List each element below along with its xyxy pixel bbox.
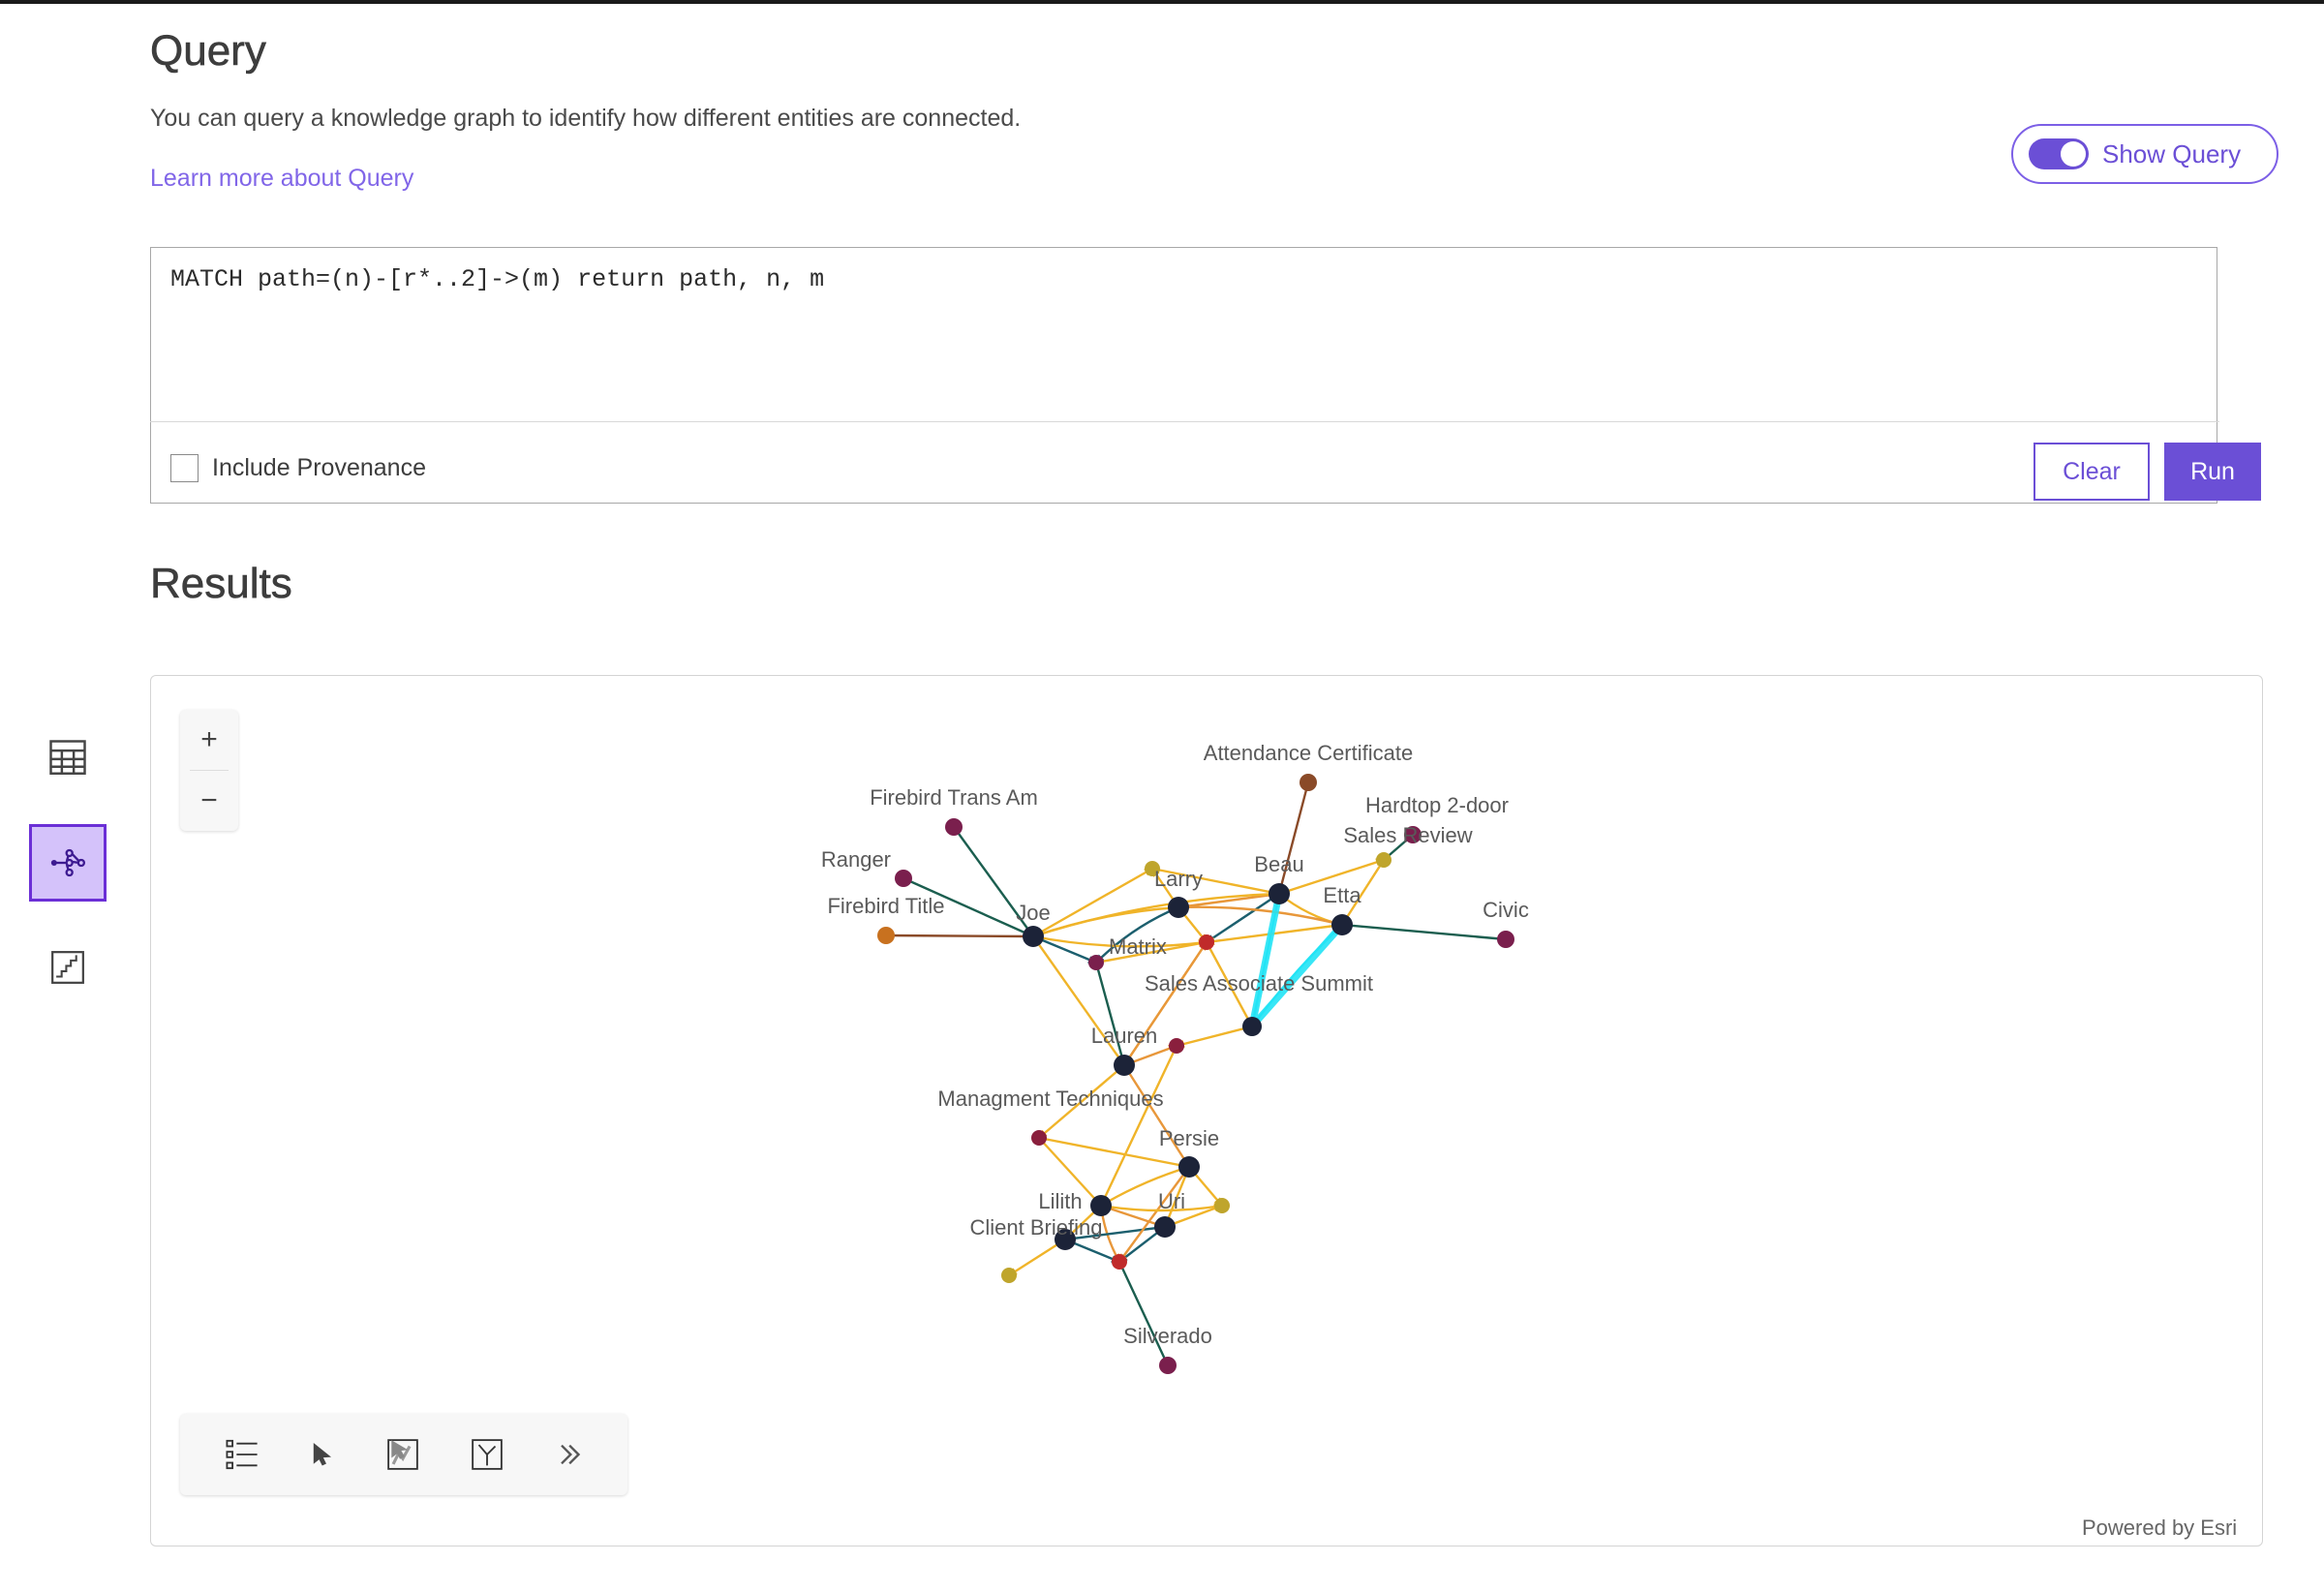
svg-text:Attendance Certificate: Attendance Certificate [1204, 741, 1413, 765]
svg-text:Firebird Title: Firebird Title [827, 894, 944, 918]
svg-text:Sales Review: Sales Review [1343, 823, 1472, 847]
svg-text:Firebird Trans Am: Firebird Trans Am [870, 785, 1038, 810]
svg-text:Ranger: Ranger [821, 847, 891, 872]
svg-text:Silverado: Silverado [1123, 1324, 1212, 1348]
svg-text:Sales Associate Summit: Sales Associate Summit [1145, 971, 1373, 995]
svg-text:Lilith: Lilith [1038, 1189, 1082, 1213]
svg-text:Uri: Uri [1158, 1189, 1185, 1213]
svg-text:Hardtop 2-door: Hardtop 2-door [1365, 793, 1509, 817]
svg-text:Civic: Civic [1483, 898, 1529, 922]
svg-text:Client Briefing: Client Briefing [970, 1215, 1103, 1240]
svg-text:Etta: Etta [1323, 883, 1361, 907]
svg-text:Managment Techniques: Managment Techniques [937, 1087, 1163, 1111]
svg-text:Matrix: Matrix [1109, 934, 1167, 959]
svg-text:Larry: Larry [1154, 867, 1203, 891]
svg-text:Joe: Joe [1016, 901, 1050, 925]
svg-text:Persie: Persie [1159, 1126, 1219, 1150]
svg-text:Lauren: Lauren [1091, 1024, 1158, 1048]
svg-text:Beau: Beau [1254, 852, 1303, 876]
